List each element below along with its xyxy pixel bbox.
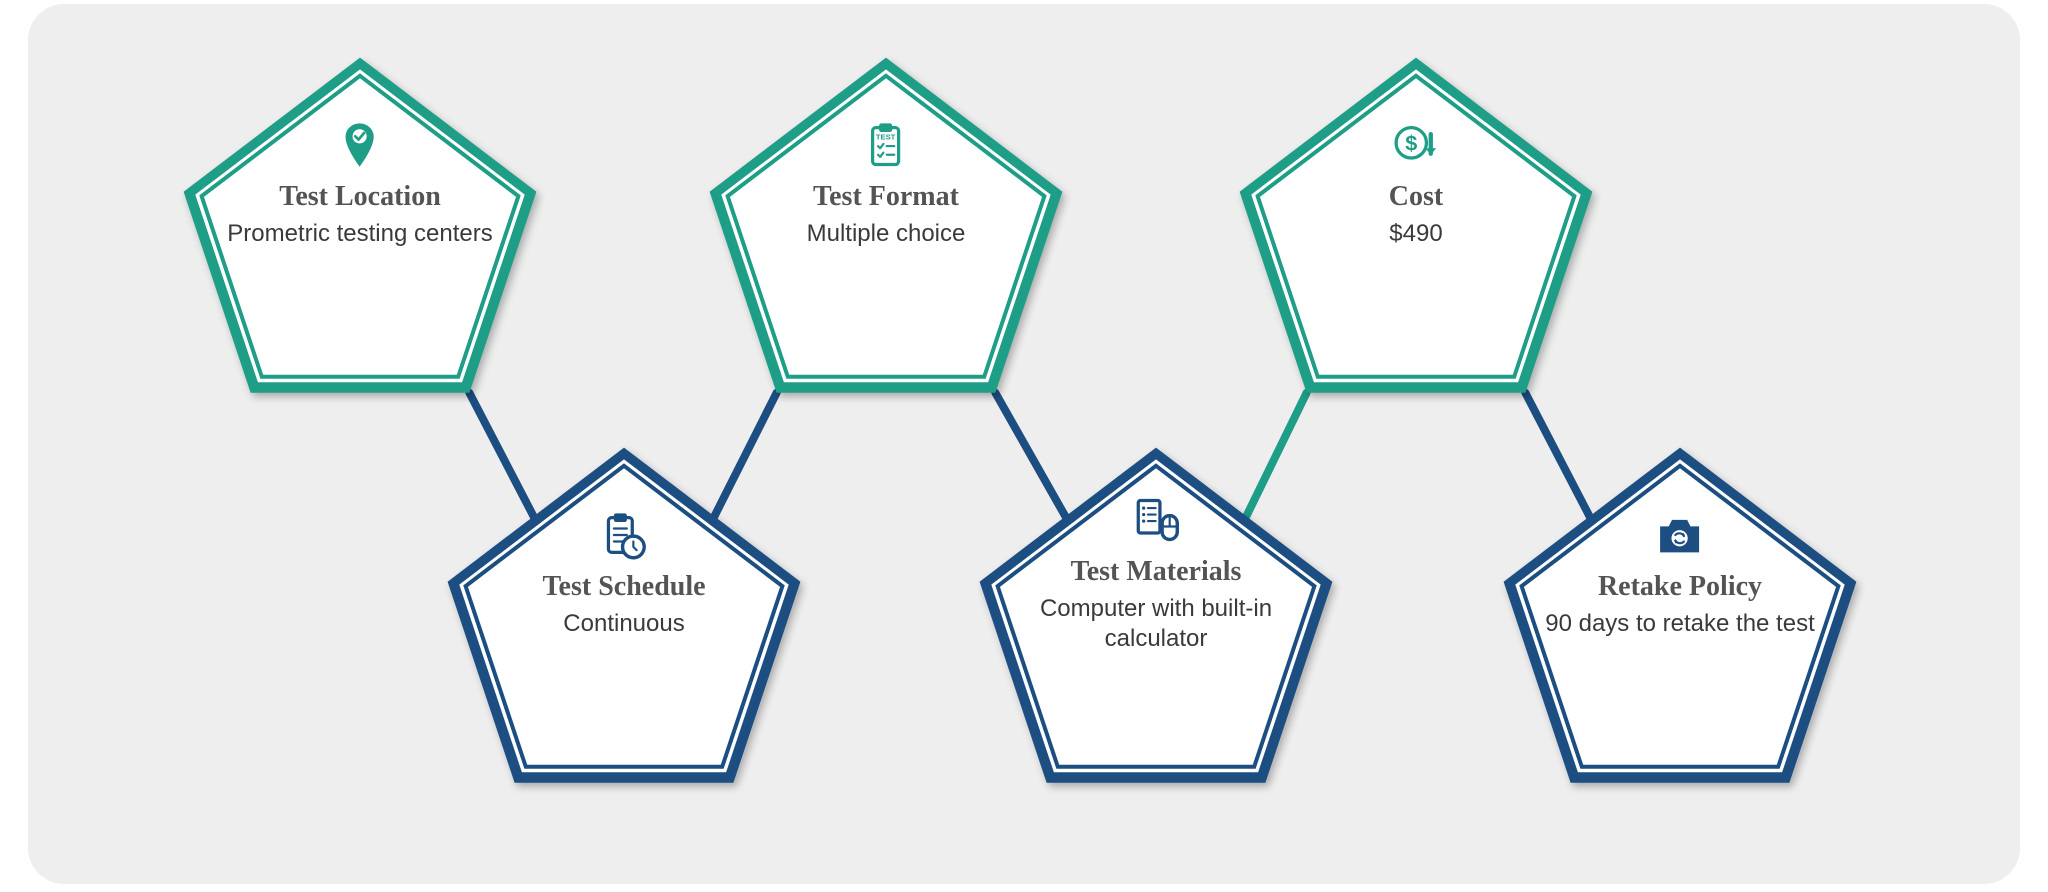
card-description: Computer with built-in calculator [1016, 594, 1297, 654]
infographic-canvas: Test Location Prometric testing centers T… [0, 0, 2048, 892]
camera-refresh-icon [1540, 509, 1821, 561]
card-title: Test Location [220, 181, 501, 213]
card-test-location: Test Location Prometric testing centers [180, 54, 540, 396]
clipboard-test-icon: TEST [746, 119, 1027, 171]
card-test-schedule: Test Schedule Continuous [444, 444, 804, 786]
card-title: Retake Policy [1540, 571, 1821, 603]
location-check-icon [220, 119, 501, 171]
card-cost: $ Cost $490 [1236, 54, 1596, 396]
card-description: Prometric testing centers [220, 219, 501, 249]
card-test-materials: Test Materials Computer with built-in cal… [976, 444, 1336, 786]
card-description: $490 [1276, 219, 1557, 249]
dollar-down-icon: $ [1276, 119, 1557, 171]
card-title: Test Schedule [484, 571, 765, 603]
card-title: Test Materials [1016, 556, 1297, 588]
card-description: Multiple choice [746, 219, 1027, 249]
card-description: Continuous [484, 609, 765, 639]
card-title: Cost [1276, 181, 1557, 213]
svg-text:TEST: TEST [876, 133, 896, 142]
card-retake-policy: Retake Policy 90 days to retake the test [1500, 444, 1860, 786]
card-description: 90 days to retake the test [1540, 609, 1821, 639]
svg-text:$: $ [1406, 130, 1418, 155]
doc-mouse-icon [1016, 494, 1297, 546]
card-title: Test Format [746, 181, 1027, 213]
card-test-format: TEST Test Format Multiple choice [706, 54, 1066, 396]
clipboard-clock-icon [484, 509, 765, 561]
